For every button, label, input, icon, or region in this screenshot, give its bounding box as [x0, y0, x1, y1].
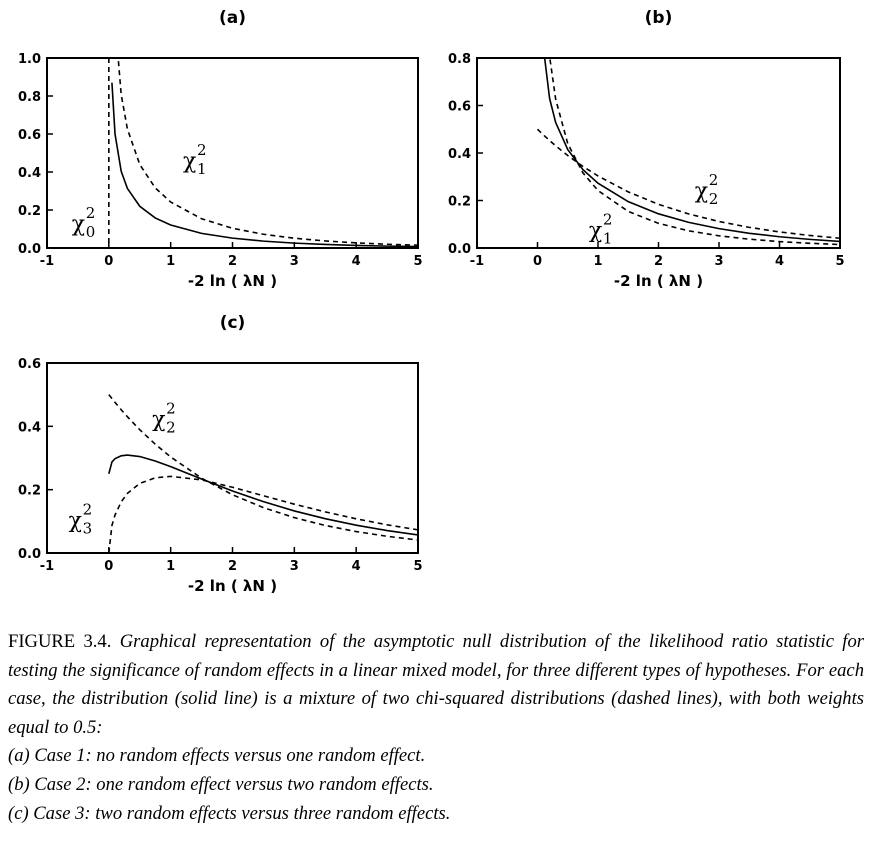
label-sub: 1	[603, 229, 613, 247]
caption-item: (c) Case 3: two random effects versus th…	[8, 802, 451, 824]
x-tick-label: -1	[470, 254, 484, 269]
panel-title: (b)	[645, 8, 673, 28]
curve	[536, 128, 840, 240]
x-tick-label: 3	[714, 254, 723, 269]
x-tick-label: 2	[228, 559, 237, 574]
x-tick-label: 5	[413, 254, 422, 269]
caption: FIGURE 3.4. Graphical representation of …	[8, 628, 864, 828]
y-tick-label: 0.6	[18, 128, 41, 143]
label-sup: 2	[603, 210, 613, 228]
label-sub: 1	[197, 160, 207, 178]
curve	[549, 58, 840, 246]
x-tick-label: 1	[166, 559, 175, 574]
y-tick-label: 0.4	[448, 147, 471, 162]
caption-item: (b) Case 2: one random effect versus two…	[8, 773, 434, 795]
label-sup: 2	[166, 399, 176, 417]
curve-label: χ 20	[72, 204, 96, 241]
x-tick-label: 5	[835, 254, 844, 269]
x-tick-label: 2	[654, 254, 663, 269]
label-sup: 2	[709, 171, 719, 189]
curve	[108, 394, 418, 541]
y-tick-label: 0.0	[18, 242, 41, 257]
caption-item: (a) Case 1: no random effects versus one…	[8, 745, 426, 767]
panel-title: (a)	[219, 8, 246, 28]
x-tick-label: 0	[533, 254, 542, 269]
curve	[111, 82, 418, 248]
y-tick-label: 0.4	[18, 420, 41, 435]
y-tick-label: 0.2	[18, 204, 41, 219]
curve	[108, 475, 418, 553]
label-symbol: χ	[695, 179, 708, 204]
x-tick-label: 3	[290, 254, 299, 269]
y-tick-label: 0.2	[18, 484, 41, 499]
y-tick-label: 0.6	[448, 100, 471, 115]
curve	[543, 58, 840, 243]
curve-label: χ 22	[695, 171, 719, 208]
x-axis-label: -2 ln ( λN )	[188, 272, 277, 290]
label-sub: 0	[86, 223, 96, 241]
x-tick-label: 4	[775, 254, 784, 269]
curve-label: χ 23	[69, 501, 93, 538]
label-symbol: χ	[69, 509, 82, 534]
label-sup: 2	[197, 141, 207, 159]
x-tick-label: 0	[104, 254, 113, 269]
label-symbol: χ	[589, 218, 602, 243]
caption-label: FIGURE 3.4.	[8, 631, 112, 652]
y-tick-label: 0.6	[18, 357, 41, 372]
label-symbol: χ	[72, 212, 85, 237]
curve-label: χ 21	[589, 210, 613, 247]
label-sub: 2	[709, 190, 719, 208]
y-tick-label: 0.0	[448, 242, 471, 257]
y-tick-label: 0.2	[448, 195, 471, 210]
x-axis-label: -2 ln ( λN )	[614, 272, 703, 290]
plot-frame	[46, 57, 419, 249]
caption-text: Graphical representation of the asymptot…	[8, 631, 865, 738]
label-symbol: χ	[152, 407, 165, 432]
x-tick-label: 4	[352, 559, 361, 574]
plot-frame	[476, 57, 841, 249]
x-tick-label: 4	[352, 254, 361, 269]
label-sup: 2	[83, 501, 93, 519]
panel-title: (c)	[220, 313, 246, 333]
x-tick-label: 1	[593, 254, 602, 269]
curve-label: χ 21	[183, 141, 207, 178]
figure: (a)-2 ln ( λN )0.00.20.40.60.81.0-1 0 1 2 3 4…	[18, 8, 845, 595]
x-tick-label: 0	[104, 559, 113, 574]
y-tick-label: 0.8	[448, 52, 471, 67]
curve	[108, 454, 418, 536]
y-tick-label: 0.8	[18, 90, 41, 105]
curve-label: χ 22	[152, 399, 176, 436]
x-tick-label: -1	[40, 559, 54, 574]
plot-frame	[46, 362, 419, 554]
curve	[117, 58, 418, 247]
label-sub: 3	[83, 520, 93, 538]
label-symbol: χ	[183, 149, 196, 174]
y-tick-label: 0.4	[18, 166, 41, 181]
label-sup: 2	[86, 204, 96, 222]
x-tick-label: 5	[413, 559, 422, 574]
y-tick-label: 0.0	[18, 547, 41, 562]
x-tick-label: 3	[290, 559, 299, 574]
x-tick-label: -1	[40, 254, 54, 269]
label-sub: 2	[166, 418, 176, 436]
y-tick-label: 1.0	[18, 52, 41, 67]
x-axis-label: -2 ln ( λN )	[188, 577, 277, 595]
x-tick-label: 1	[166, 254, 175, 269]
x-tick-label: 2	[228, 254, 237, 269]
